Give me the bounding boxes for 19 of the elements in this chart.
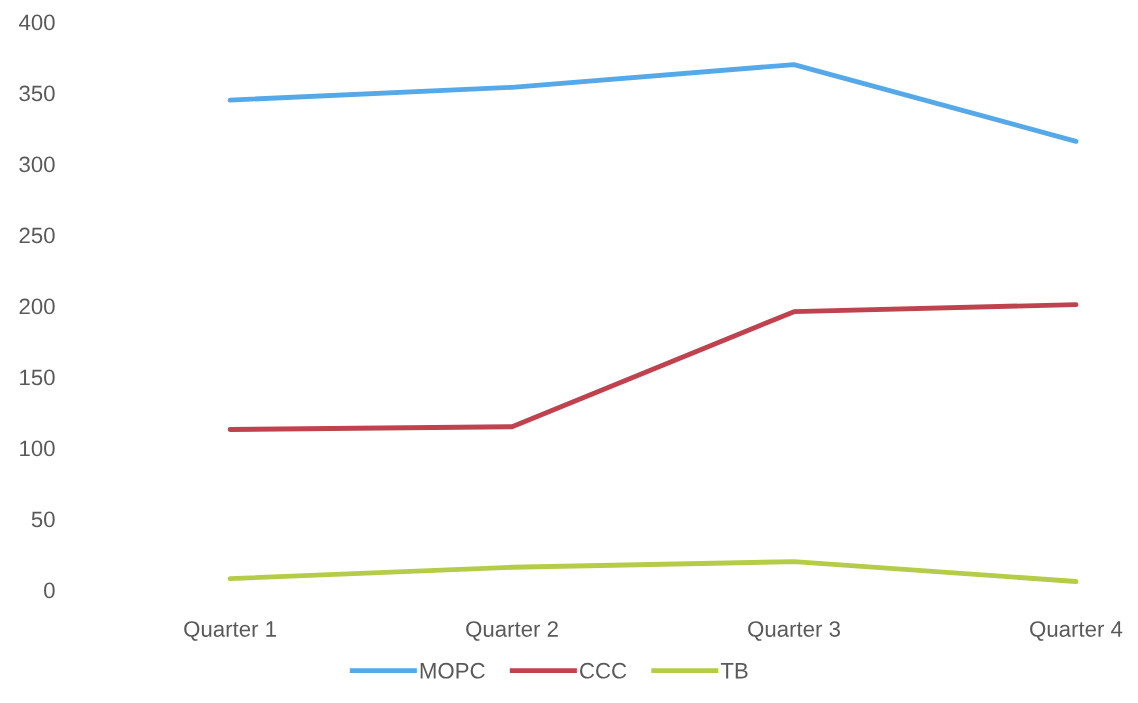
x-tick-label: Quarter 1 [184,621,276,641]
x-tick-label: Quarter 4 [1030,621,1123,641]
y-tick-label: 50 [31,511,55,528]
y-tick-label: 250 [19,227,55,244]
y-tick-label: 150 [20,369,55,386]
line-series [227,559,1079,584]
y-tick-label: 350 [19,85,55,102]
y-tick-label: 100 [20,440,55,457]
x-tick-label: Quarter 2 [466,621,558,641]
legend-label: TB [720,663,748,679]
y-tick-label: 300 [19,156,55,173]
y-tick-label: 400 [18,14,55,31]
y-tick-label: 0 [44,582,55,599]
y-tick-label: 200 [19,298,55,315]
line-series [227,302,1079,432]
line-series [227,62,1079,144]
legend-label: CCC [580,662,627,679]
x-tick-label: Quarter 3 [748,621,840,641]
legend-label: MOPC [420,662,485,679]
